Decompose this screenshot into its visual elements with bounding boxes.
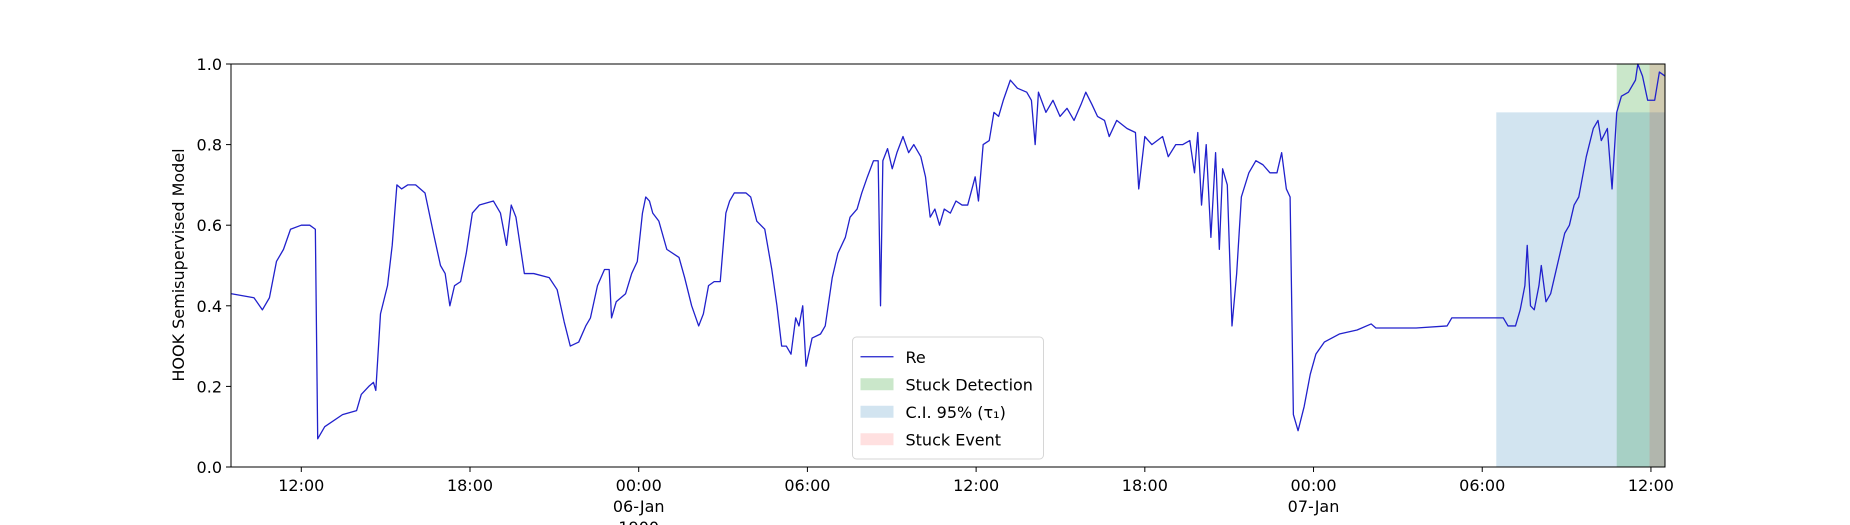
legend: Re Stuck Detection C.I. 95% (τ₁) Stuck Even…	[852, 336, 1044, 460]
span	[1616, 64, 1665, 467]
x-tick-label: 06:00	[784, 476, 830, 495]
tick-line: 06-Jan	[613, 497, 665, 516]
y-tick-label: 0.0	[197, 458, 222, 477]
x-tick-label: 18:00	[1122, 476, 1168, 495]
span	[1649, 64, 1665, 467]
tick-line: 12:00	[278, 476, 324, 495]
x-tick-label: 00:00 06-Jan 1900	[613, 476, 665, 525]
legend-swatch	[860, 378, 894, 391]
legend-label: Stuck Detection	[906, 375, 1033, 394]
legend-label: Re	[906, 348, 926, 367]
x-tick-label: 12:00	[278, 476, 324, 495]
x-tick-label: 00:00 07-Jan	[1288, 476, 1340, 516]
x-tick-label: 12:00	[1628, 476, 1674, 495]
tick-line: 12:00	[953, 476, 999, 495]
y-tick-label: 0.2	[197, 377, 222, 396]
tick-line: 06:00	[1459, 476, 1505, 495]
span	[1496, 112, 1665, 468]
line	[231, 63, 1666, 440]
tick-line: 00:00	[616, 476, 662, 495]
tick-line: 12:00	[1628, 476, 1674, 495]
y-tick-label: 0.6	[197, 216, 222, 235]
tick-line: 07-Jan	[1288, 497, 1340, 516]
legend-label: C.I. 95% (τ₁)	[906, 403, 1006, 422]
y-tick-label: 0.8	[197, 136, 222, 155]
x-tick-label: 06:00	[1459, 476, 1505, 495]
legend-label: Stuck Event	[906, 430, 1002, 449]
tick-line: 18:00	[447, 476, 493, 495]
legend-frame	[852, 336, 1044, 460]
tick-line: 06:00	[784, 476, 830, 495]
legend-swatch	[860, 405, 894, 418]
legend-swatch	[860, 433, 894, 446]
x-tick-label: 12:00	[953, 476, 999, 495]
y-axis-label: HOOK Semisupervised Model	[169, 148, 188, 381]
y-tick-label: 1.0	[197, 55, 222, 74]
y-tick-label: 0.4	[197, 297, 222, 316]
plot-frame	[230, 63, 1666, 468]
tick-line: 00:00	[1290, 476, 1336, 495]
x-tick-label: 18:00	[447, 476, 493, 495]
tick-line: 1900	[618, 518, 659, 525]
tick-line: 18:00	[1122, 476, 1168, 495]
